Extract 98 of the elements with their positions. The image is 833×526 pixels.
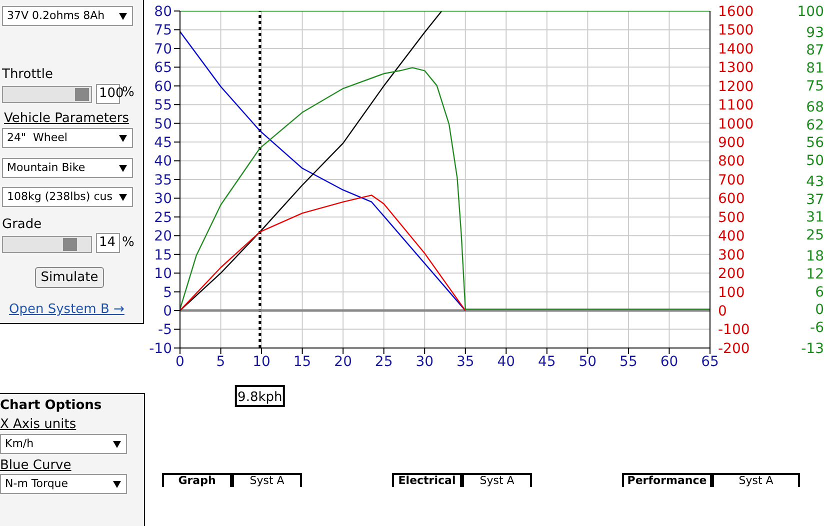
y3-tick-label: 43 xyxy=(806,174,824,190)
text: Vehicle Parameters xyxy=(4,111,130,126)
y2-tick-label: 1200 xyxy=(718,78,754,95)
y-tick-label: 50 xyxy=(154,116,172,132)
x-tick-label: 5 xyxy=(216,354,226,370)
ref-line-label: 9.8kph xyxy=(238,390,282,405)
text: Throttle xyxy=(2,67,53,82)
y-tick-label: 60 xyxy=(154,78,172,95)
x-tick-label: 20 xyxy=(334,354,352,370)
text: Graph xyxy=(162,473,232,487)
x-tick-label: 0 xyxy=(176,354,184,370)
y-tick-label: 10 xyxy=(154,266,172,282)
text: Syst A xyxy=(232,473,302,487)
y3-tick-label: 0 xyxy=(815,302,824,318)
y3-tick-label: 62 xyxy=(806,117,824,134)
text: Mountain Bike xyxy=(7,160,86,176)
y-tick-label: 30 xyxy=(154,191,172,208)
y-tick-label: -10 xyxy=(149,340,172,357)
line-series xyxy=(180,194,466,312)
text: % xyxy=(122,235,134,250)
text: Km/h xyxy=(5,436,35,452)
y-tick-label: 70 xyxy=(154,41,172,58)
y3-tick-label: 100 xyxy=(797,4,824,20)
text: Blue Curve xyxy=(0,458,72,473)
y3-tick-label: 56 xyxy=(806,135,824,152)
y2-tick-label: 1300 xyxy=(718,60,754,76)
y3-tick-label: 68 xyxy=(806,99,824,116)
y3-tick-label: 12 xyxy=(806,266,824,282)
text: N-m Torque xyxy=(5,476,70,492)
x-tick-label: 40 xyxy=(497,354,516,370)
y2-tick-label: 800 xyxy=(718,154,745,170)
text: Performance xyxy=(622,473,712,487)
y2-tick-label: 1500 xyxy=(718,22,754,39)
text: 24" Wheel xyxy=(7,130,68,146)
y2-tick-label: 300 xyxy=(718,247,745,264)
y2-tick-label: 1400 xyxy=(718,41,754,58)
y2-tick-label: 1600 xyxy=(718,4,754,20)
y-tick-label: 15 xyxy=(154,247,172,264)
y2-tick-label: 400 xyxy=(718,228,745,245)
y2-tick-label: 0 xyxy=(718,304,727,320)
y-tick-label: 5 xyxy=(163,284,172,301)
x-tick-label: 50 xyxy=(578,354,597,370)
y3-tick-label: 18 xyxy=(806,248,824,265)
y-tick-label: 45 xyxy=(154,135,172,152)
y2-tick-label: 200 xyxy=(718,266,745,282)
line-series xyxy=(180,67,710,310)
x-tick-label: 45 xyxy=(538,354,556,370)
text: 100 xyxy=(98,85,124,103)
y2-tick-label: 1100 xyxy=(718,98,754,114)
y-tick-label: 80 xyxy=(154,4,172,20)
y3-tick-label: 31 xyxy=(806,210,824,226)
x-tick-label: 15 xyxy=(293,354,312,370)
text: Grade xyxy=(2,217,42,232)
y-tick-label: 55 xyxy=(154,98,172,114)
y-tick-label: 75 xyxy=(154,22,172,39)
y3-tick-label: -6 xyxy=(810,320,824,336)
x-tick-label: 55 xyxy=(620,354,638,370)
y2-tick-label: 700 xyxy=(718,172,745,188)
y-tick-label: 25 xyxy=(154,210,172,226)
y-tick-label: 20 xyxy=(154,228,172,245)
text: Electrical xyxy=(392,473,462,487)
text: Syst A xyxy=(462,473,532,487)
y3-tick-label: 75 xyxy=(806,78,824,95)
y2-tick-label: -100 xyxy=(718,322,750,338)
text: X Axis units xyxy=(0,417,76,432)
text: 14 xyxy=(96,233,120,253)
text: % xyxy=(122,85,134,100)
y3-tick-label: 37 xyxy=(806,192,824,208)
y2-tick-label: 1000 xyxy=(718,116,754,132)
y-tick-label: 65 xyxy=(154,60,172,76)
text: Chart Options xyxy=(0,398,102,413)
text: Open System B → xyxy=(9,302,124,317)
y3-tick-label: -13 xyxy=(801,340,824,357)
text: Simulate xyxy=(35,267,104,288)
y2-tick-label: 500 xyxy=(718,210,745,226)
x-tick-label: 60 xyxy=(660,354,678,370)
text: 108kg (238lbs) cus xyxy=(7,189,114,205)
y3-tick-label: 87 xyxy=(806,42,824,59)
x-tick-label: 65 xyxy=(701,354,719,370)
y-tick-label: -5 xyxy=(158,322,172,338)
x-tick-label: 25 xyxy=(374,354,393,370)
y3-tick-label: 50 xyxy=(806,153,824,170)
y3-tick-label: 25 xyxy=(806,228,824,244)
x-tick-label: 30 xyxy=(416,354,434,370)
y2-tick-label: -200 xyxy=(718,340,750,357)
x-tick-label: 35 xyxy=(456,354,474,370)
y3-tick-label: 81 xyxy=(806,60,824,77)
x-tick-label: 10 xyxy=(252,354,270,370)
text: 37V 0.2ohms 8Ah xyxy=(7,8,106,24)
text: Syst A xyxy=(712,473,800,487)
y3-tick-label: 6 xyxy=(815,284,824,300)
y2-tick-label: 100 xyxy=(718,284,745,301)
y-tick-label: 0 xyxy=(163,304,172,320)
y2-tick-label: 600 xyxy=(718,191,745,208)
y3-tick-label: 93 xyxy=(806,24,824,41)
y2-tick-label: 900 xyxy=(718,135,745,152)
y-tick-label: 35 xyxy=(154,172,172,188)
y-tick-label: 40 xyxy=(154,154,172,170)
